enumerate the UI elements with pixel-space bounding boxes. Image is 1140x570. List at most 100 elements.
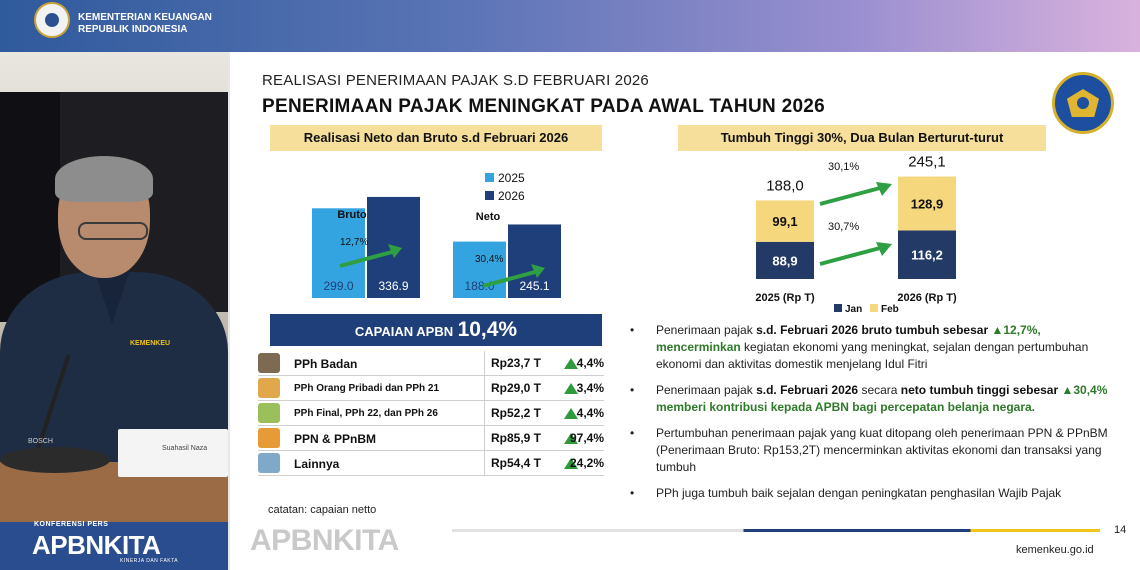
growth-arrowhead-icon bbox=[531, 264, 545, 278]
legend-label: 2025 bbox=[498, 171, 525, 185]
bar-value-label: 299.0 bbox=[323, 279, 353, 293]
speaker-hair bbox=[55, 156, 153, 202]
bullet-highlight: ▲30,4% memberi kontribusi kepada APBN ba… bbox=[656, 383, 1108, 414]
total-label: 245,1 bbox=[908, 154, 946, 171]
category-label: 2026 (Rp T) bbox=[897, 292, 957, 304]
category-label: Neto bbox=[476, 211, 501, 223]
legend-label: Feb bbox=[881, 304, 899, 312]
emblem-icon bbox=[1052, 72, 1114, 134]
growth-arrowhead-icon bbox=[876, 182, 892, 196]
left-chart-title: Realisasi Neto dan Bruto s.d Februari 20… bbox=[270, 125, 602, 151]
bar-value-label: 245.1 bbox=[519, 279, 549, 293]
table-row: Lainnya Rp54,4 T 24,2% bbox=[258, 451, 604, 476]
microphone-base bbox=[0, 447, 110, 473]
stack-jan-0 bbox=[756, 241, 814, 279]
ministry-logo-icon bbox=[34, 2, 70, 38]
bullet-bold: s.d. Februari 2026 bruto tumbuh sebesar bbox=[756, 323, 992, 337]
up-triangle-icon bbox=[564, 358, 578, 369]
growth-arrow-icon bbox=[339, 250, 393, 268]
stack-jan-1 bbox=[898, 230, 956, 279]
mic-brand: BOSCH bbox=[28, 438, 53, 445]
growth-label: 30,1% bbox=[828, 161, 859, 173]
brand-tagline: KINERJA DAN FAKTA bbox=[120, 558, 179, 564]
presentation-slide: REALISASI PENERIMAAN PAJAK S.D FEBRUARI … bbox=[228, 52, 1140, 570]
ministry-line1: KEMENTERIAN KEUANGAN bbox=[78, 12, 212, 23]
bullet-text: kegiatan ekonomi yang meningkat, sejalan… bbox=[656, 340, 1089, 371]
brand-area bbox=[0, 522, 228, 570]
row-pct: 97,4% bbox=[569, 431, 604, 445]
legend-swatch bbox=[485, 173, 494, 182]
legend-swatch bbox=[870, 304, 878, 312]
bullet-item: PPh juga tumbuh baik sejalan dengan peni… bbox=[628, 485, 1118, 502]
brand-kicker: KONFERENSI PERS bbox=[34, 521, 109, 528]
growth-arrow-icon bbox=[819, 186, 881, 206]
stack-value-label: 128,9 bbox=[911, 196, 944, 211]
legend-label: Jan bbox=[845, 304, 862, 312]
capaian-label: CAPAIAN APBN bbox=[354, 324, 454, 339]
row-value: Rp23,7 T bbox=[484, 351, 566, 376]
bullet-bold: neto tumbuh tinggi sebesar bbox=[900, 383, 1062, 397]
slide-headline: PENERIMAAN PAJAK MENINGKAT PADA AWAL TAH… bbox=[262, 96, 826, 117]
capaian-value: 10,4% bbox=[457, 318, 518, 341]
ministry-name: KEMENTERIAN KEUANGAN REPUBLIK INDONESIA bbox=[78, 12, 212, 36]
bullet-list: Penerimaan pajak s.d. Februari 2026 brut… bbox=[628, 322, 1118, 511]
stack-value-label: 88,9 bbox=[772, 253, 797, 268]
footer-brand: APBNKITA bbox=[250, 524, 399, 557]
right-chart-title: Tumbuh Tinggi 30%, Dua Bulan Berturut-tu… bbox=[678, 125, 1046, 151]
bullet-text: PPh juga tumbuh baik sejalan dengan peni… bbox=[656, 486, 1062, 500]
row-value: Rp52,2 T bbox=[484, 401, 566, 426]
slide-kicker: REALISASI PENERIMAAN PAJAK S.D FEBRUARI … bbox=[262, 72, 649, 89]
row-value: Rp29,0 T bbox=[484, 376, 566, 401]
speaker-badge: KEMENKEU bbox=[130, 340, 171, 347]
row-name: PPN & PPnBM bbox=[294, 431, 377, 446]
row-name: PPh Orang Pribadi dan PPh 21 bbox=[294, 383, 440, 394]
table-row: PPh Final, PPh 22, dan PPh 26 Rp52,2 T 4… bbox=[258, 401, 604, 426]
bullet-text: Penerimaan pajak bbox=[656, 323, 757, 337]
growth-stacked-chart: 88,9 99,1 188,0 2025 (Rp T) 116,2 128,9 245,1 2… bbox=[755, 154, 957, 312]
row-pct: 4,4% bbox=[576, 356, 604, 370]
table-note: catatan: capaian netto bbox=[268, 504, 377, 516]
growth-arrow-icon bbox=[819, 246, 881, 266]
growth-arrow-icon bbox=[482, 270, 536, 288]
row-pct: 3,4% bbox=[576, 381, 604, 395]
stack-feb-1 bbox=[898, 176, 956, 231]
bullet-text: Pertumbuhan penerimaan pajak yang kuat d… bbox=[656, 426, 1108, 474]
bullet-item: Pertumbuhan penerimaan pajak yang kuat d… bbox=[628, 425, 1118, 476]
tax-table: PPh Badan Rp23,7 T 4,4% PPh Orang Pribad… bbox=[258, 351, 604, 476]
growth-label: 30,4% bbox=[475, 254, 503, 265]
bar-value-label: 188.0 bbox=[464, 279, 494, 293]
growth-arrowhead-icon bbox=[876, 242, 892, 256]
edit-document-icon bbox=[258, 453, 280, 473]
bruto-neto-chart: 299.0 336.9 Bruto 12,7% 188.0 245.1 Neto 30,4% 2… bbox=[312, 171, 561, 298]
bullet-text: Penerimaan pajak bbox=[656, 383, 757, 397]
up-triangle-icon bbox=[564, 383, 578, 394]
row-name: PPh Final, PPh 22, dan PPh 26 bbox=[294, 408, 438, 419]
category-label: 2025 (Rp T) bbox=[755, 292, 815, 304]
row-value: Rp54,4 T bbox=[484, 451, 566, 476]
capaian-apbn-banner: CAPAIAN APBN 10,4% bbox=[270, 314, 602, 346]
speaker-glasses bbox=[78, 222, 148, 240]
row-name: PPh Badan bbox=[294, 356, 358, 371]
category-label: Bruto bbox=[337, 209, 367, 221]
stack-value-label: 99,1 bbox=[772, 214, 797, 229]
bullet-bold: s.d. Februari 2026 bbox=[756, 383, 859, 397]
website-link[interactable]: kemenkeu.go.id bbox=[1016, 544, 1094, 556]
up-triangle-icon bbox=[564, 433, 578, 444]
total-label: 188,0 bbox=[766, 177, 804, 194]
row-value: Rp85,9 T bbox=[484, 426, 566, 451]
legend-swatch bbox=[834, 304, 842, 312]
up-triangle-icon bbox=[564, 408, 578, 419]
table-row: PPh Orang Pribadi dan PPh 21 Rp29,0 T 3,… bbox=[258, 376, 604, 401]
ministry-line2: REPUBLIK INDONESIA bbox=[78, 24, 188, 35]
boxes-icon bbox=[258, 428, 280, 448]
bar-value-label: 336.9 bbox=[378, 279, 408, 293]
bar-bruto-2025 bbox=[312, 208, 365, 298]
people-icon bbox=[258, 378, 280, 398]
stack-value-label: 116,2 bbox=[911, 248, 943, 263]
brand-logo: APBNKITA bbox=[32, 530, 161, 560]
bullet-highlight: ▲12,7%, mencerminkan bbox=[656, 323, 1041, 354]
document-check-icon bbox=[258, 403, 280, 423]
growth-arrowhead-icon bbox=[388, 244, 402, 258]
video-feed: KEMENKEU BOSCH Suahasil Naza bbox=[0, 52, 228, 522]
nameplate: Suahasil Naza bbox=[118, 429, 228, 477]
